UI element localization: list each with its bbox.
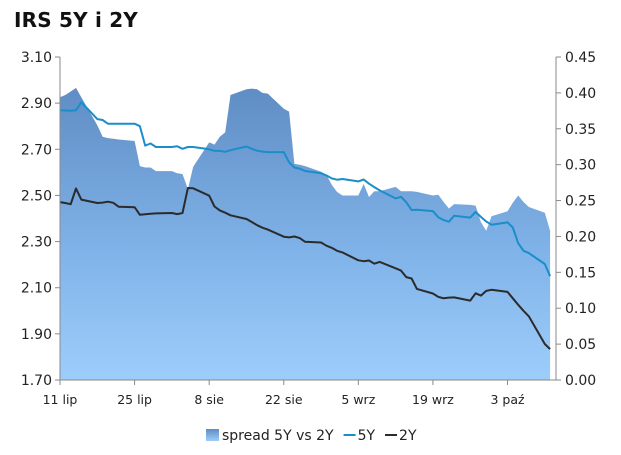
y-left-tick-label: 2.50 (21, 188, 52, 204)
y-right-tick-label: 0.45 (565, 50, 596, 66)
x-tick-label: 5 wrz (341, 392, 375, 407)
legend-label: spread 5Y vs 2Y (222, 428, 334, 444)
legend-label: 5Y (358, 428, 376, 444)
y-left-tick-label: 2.30 (21, 235, 52, 251)
y-left-tick-label: 2.10 (21, 281, 52, 297)
x-tick-label: 11 lip (43, 392, 78, 407)
y-left-tick-label: 1.70 (21, 373, 52, 389)
series-line-5y (59, 101, 552, 277)
y-right-tick-label: 0.20 (565, 229, 596, 245)
y-left-tick-label: 2.70 (21, 142, 52, 158)
x-tick-label: 8 sie (194, 392, 224, 407)
series-area-spread (60, 87, 551, 381)
y-left-tick-label: 2.90 (21, 96, 52, 112)
y-right-tick-label: 0.00 (565, 373, 596, 389)
y-right-tick-label: 0.15 (565, 265, 596, 281)
chart-title: IRS 5Y i 2Y (14, 8, 138, 32)
y-right-tick-label: 0.05 (565, 337, 596, 353)
x-tick-label: 19 wrz (412, 392, 454, 407)
y-left-tick-label: 3.10 (21, 50, 52, 66)
y-left-tick-label: 1.90 (21, 327, 52, 343)
y-right-tick-label: 0.40 (565, 86, 596, 102)
y-right-tick-label: 0.30 (565, 158, 596, 174)
legend-label: 2Y (399, 428, 417, 444)
y-right-tick-label: 0.25 (565, 194, 596, 210)
series-line-2y (59, 187, 551, 350)
y-right-tick-label: 0.35 (565, 122, 596, 138)
plot-area (59, 87, 552, 381)
x-tick-label: 3 paź (490, 392, 525, 407)
x-tick-label: 25 lip (117, 392, 152, 407)
legend-swatch-spread (206, 429, 219, 441)
legend: spread 5Y vs 2Y 5Y 2Y (206, 428, 417, 444)
y-right-tick-label: 0.10 (565, 301, 596, 317)
axes: 1.70 1.90 2.10 2.30 2.50 2.70 2.90 3.10 0.00 0.05… (21, 50, 596, 407)
x-tick-label: 22 sie (265, 392, 303, 407)
